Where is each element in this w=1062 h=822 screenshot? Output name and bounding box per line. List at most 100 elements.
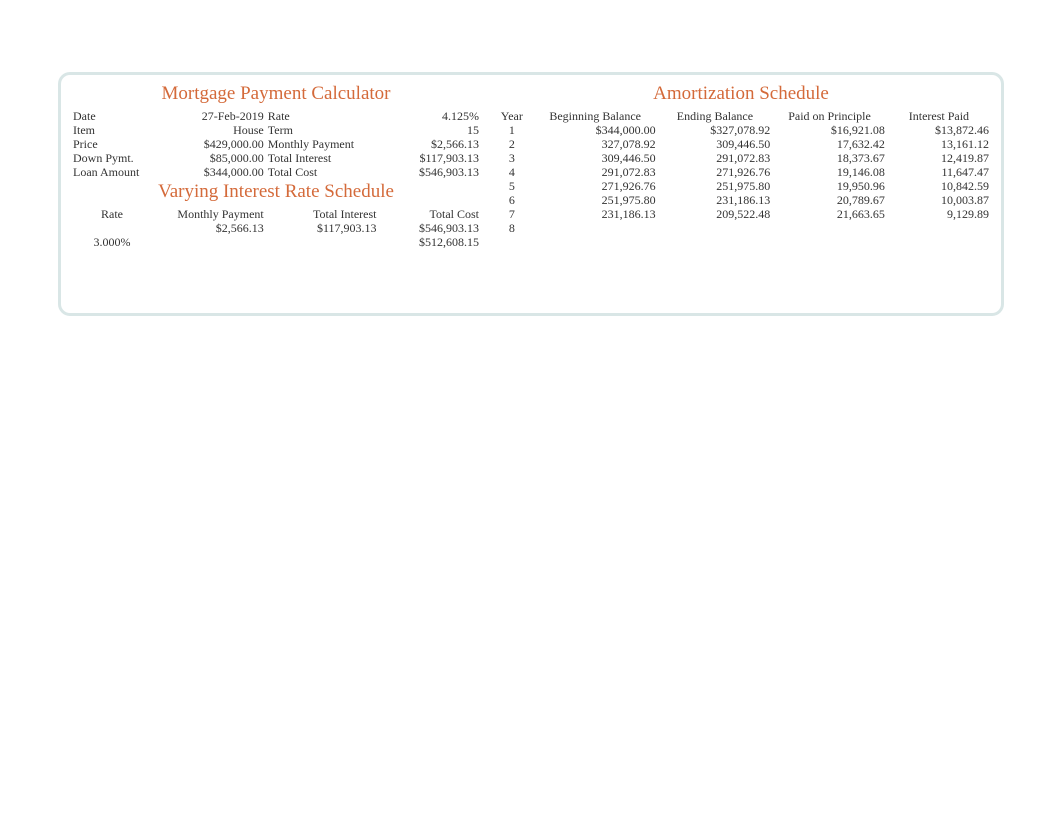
calculator-panel: Mortgage Payment Calculator Date 27-Feb-… [71,81,481,305]
apaidp-4: 19,950.96 [772,179,887,193]
aebal-5: 231,186.13 [658,193,773,207]
cell-loan-value: $344,000.00 [163,165,266,179]
cell-term-value: 15 [379,123,482,137]
amort-table: Year Beginning Balance Ending Balance Pa… [491,109,991,235]
table-row: Item House Term 15 [71,123,481,137]
ayear-0: 1 [491,123,533,137]
table-row: Loan Amount $344,000.00 Total Cost $546,… [71,165,481,179]
table-row: 1 $344,000.00 $327,078.92 $16,921.08 $13… [491,123,991,137]
table-header-row: Rate Monthly Payment Total Interest Tota… [71,207,481,221]
table-row: 8 [491,221,991,235]
apaidp-0: $16,921.08 [772,123,887,137]
varying-title: Varying Interest Rate Schedule [71,179,481,207]
vrate-0 [71,221,153,235]
apaidp-6: 21,663.65 [772,207,887,221]
aintp-6: 9,129.89 [887,207,991,221]
aintp-2: 12,419.87 [887,151,991,165]
abbal-5: 251,975.80 [533,193,658,207]
hdr-year: Year [491,109,533,123]
ayear-6: 7 [491,207,533,221]
aintp-5: 10,003.87 [887,193,991,207]
hdr-mpay: Monthly Payment [153,207,266,221]
table-row: Date 27-Feb-2019 Rate 4.125% [71,109,481,123]
varying-table: Rate Monthly Payment Total Interest Tota… [71,207,481,249]
table-header-row: Year Beginning Balance Ending Balance Pa… [491,109,991,123]
hdr-ebal: Ending Balance [658,109,773,123]
abbal-4: 271,926.76 [533,179,658,193]
vtcost-1: $512,608.15 [379,235,482,249]
aintp-7 [887,221,991,235]
aebal-6: 209,522.48 [658,207,773,221]
hdr-rate: Rate [71,207,153,221]
hdr-tint: Total Interest [266,207,379,221]
cell-rate-label: Rate [266,109,379,123]
cell-term-label: Term [266,123,379,137]
vmpay-1 [153,235,266,249]
fade-region [491,235,991,305]
cell-price-value: $429,000.00 [163,137,266,151]
abbal-3: 291,072.83 [533,165,658,179]
apaidp-2: 18,373.67 [772,151,887,165]
table-row: $2,566.13 $117,903.13 $546,903.13 [71,221,481,235]
aintp-1: 13,161.12 [887,137,991,151]
apaidp-5: 20,789.67 [772,193,887,207]
aebal-1: 309,446.50 [658,137,773,151]
vtint-1 [266,235,379,249]
cell-tcost-label: Total Cost [266,165,379,179]
cell-mpay-value: $2,566.13 [379,137,482,151]
vmpay-0: $2,566.13 [153,221,266,235]
table-row: 6 251,975.80 231,186.13 20,789.67 10,003… [491,193,991,207]
apaidp-3: 19,146.08 [772,165,887,179]
hdr-bbal: Beginning Balance [533,109,658,123]
aebal-2: 291,072.83 [658,151,773,165]
apaidp-7 [772,221,887,235]
cell-mpay-label: Monthly Payment [266,137,379,151]
apaidp-1: 17,632.42 [772,137,887,151]
cell-tint-value: $117,903.13 [379,151,482,165]
table-row: 2 327,078.92 309,446.50 17,632.42 13,161… [491,137,991,151]
table-row: 7 231,186.13 209,522.48 21,663.65 9,129.… [491,207,991,221]
vrate-1: 3.000% [71,235,153,249]
cell-price-label: Price [71,137,163,151]
table-row: Price $429,000.00 Monthly Payment $2,566… [71,137,481,151]
table-row: 5 271,926.76 251,975.80 19,950.96 10,842… [491,179,991,193]
vtint-0: $117,903.13 [266,221,379,235]
aebal-4: 251,975.80 [658,179,773,193]
ayear-5: 6 [491,193,533,207]
amort-title: Amortization Schedule [491,81,991,109]
cell-item-label: Item [71,123,163,137]
hdr-intp: Interest Paid [887,109,991,123]
aebal-7 [658,221,773,235]
aintp-3: 11,647.47 [887,165,991,179]
cell-item-value: House [163,123,266,137]
cell-date-value: 27-Feb-2019 [163,109,266,123]
cell-down-label: Down Pymt. [71,151,163,165]
abbal-0: $344,000.00 [533,123,658,137]
table-row: 4 291,072.83 271,926.76 19,146.08 11,647… [491,165,991,179]
amortization-panel: Amortization Schedule Year Beginning Bal… [491,81,991,305]
abbal-6: 231,186.13 [533,207,658,221]
calc-table: Date 27-Feb-2019 Rate 4.125% Item House … [71,109,481,179]
spreadsheet-frame: Mortgage Payment Calculator Date 27-Feb-… [58,72,1004,316]
aebal-0: $327,078.92 [658,123,773,137]
ayear-2: 3 [491,151,533,165]
ayear-3: 4 [491,165,533,179]
cell-date-label: Date [71,109,163,123]
ayear-1: 2 [491,137,533,151]
ayear-4: 5 [491,179,533,193]
abbal-2: 309,446.50 [533,151,658,165]
hdr-paidp: Paid on Principle [772,109,887,123]
cell-down-value: $85,000.00 [163,151,266,165]
table-row: 3 309,446.50 291,072.83 18,373.67 12,419… [491,151,991,165]
table-row: 3.000% $512,608.15 [71,235,481,249]
abbal-7 [533,221,658,235]
aebal-3: 271,926.76 [658,165,773,179]
cell-rate-value: 4.125% [379,109,482,123]
hdr-tcost: Total Cost [379,207,482,221]
table-row: Down Pymt. $85,000.00 Total Interest $11… [71,151,481,165]
cell-tint-label: Total Interest [266,151,379,165]
ayear-7: 8 [491,221,533,235]
cell-loan-label: Loan Amount [71,165,163,179]
aintp-0: $13,872.46 [887,123,991,137]
cell-tcost-value: $546,903.13 [379,165,482,179]
